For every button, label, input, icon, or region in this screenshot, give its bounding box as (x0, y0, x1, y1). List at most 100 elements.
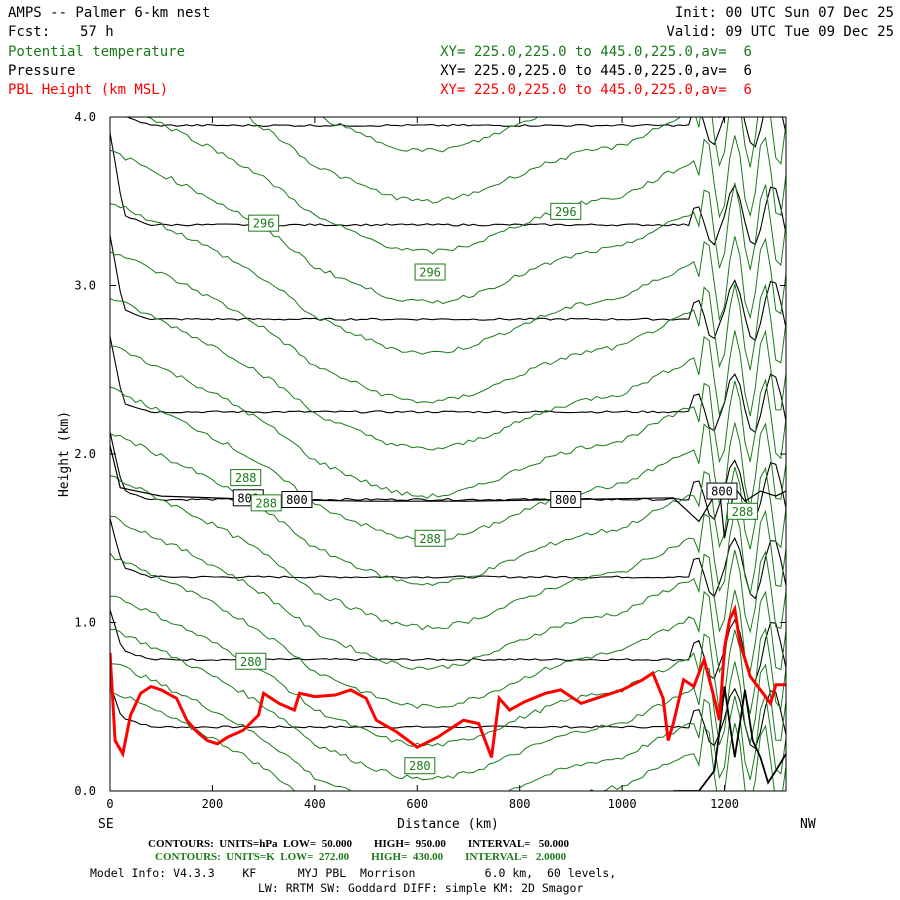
pressure-label-text: 800 (286, 493, 308, 507)
isobar-line (110, 684, 786, 750)
isobar-line (110, 609, 786, 682)
theta-label: 280 (404, 757, 436, 775)
theta-label-box (414, 263, 446, 281)
pressure-label: 800 (550, 490, 582, 508)
title: AMPS -- Palmer 6-km nest (8, 5, 211, 21)
init-time: Init: 00 UTC Sun 07 Dec 25 (674, 5, 894, 21)
field-pressure-name: Pressure (8, 63, 76, 79)
model-info-line-2: LW: RRTM SW: Goddard DIFF: simple KM: 2D… (258, 881, 584, 895)
theta-contour-line (110, 251, 786, 404)
x-tick-label: 0 (106, 797, 113, 811)
theta-contour-line (110, 386, 786, 542)
theta-contour-line (110, 515, 786, 671)
theta-label-text: 280 (409, 759, 431, 773)
x-tick-label: 1200 (710, 797, 739, 811)
contour-lines (110, 117, 786, 791)
theta-label-box (414, 529, 446, 547)
fcst-value: 57 h (80, 24, 114, 40)
isobar-line (125, 117, 786, 148)
field-pbl-name: PBL Height (km MSL) (8, 82, 169, 98)
pbl-height-line (110, 604, 786, 759)
field-theta-name: Potential temperature (8, 44, 186, 60)
x-tick-label: 1000 (608, 797, 637, 811)
isobar-800-line (110, 445, 786, 539)
pressure-contours-info: CONTOURS: UNITS=hPa LOW= 50.000 HIGH= 95… (148, 838, 569, 850)
theta-label-box (250, 494, 282, 512)
field-pressure-xy: XY= 225.0,225.0 to 445.0,225.0,av= 6 (440, 63, 752, 79)
theta-contour-line (110, 203, 786, 355)
x-tick-label: 200 (202, 797, 224, 811)
theta-label-box (550, 202, 582, 220)
theta-contour-line (110, 433, 786, 587)
theta-label-box (230, 469, 262, 487)
theta-contour-line (110, 663, 786, 791)
y-tick-label: 1.0 (74, 616, 96, 630)
nw-end-label: NW (800, 817, 816, 832)
theta-contour-line (110, 149, 786, 305)
theta-contour-line (110, 628, 786, 781)
pressure-label-box (550, 490, 582, 508)
valid-time: Valid: 09 UTC Tue 09 Dec 25 (666, 24, 894, 40)
y-tick-label: 0.0 (74, 784, 96, 798)
pressure-label-text: 800 (711, 485, 733, 499)
theta-contour-line (110, 475, 786, 631)
theta-label-box (726, 502, 758, 520)
x-axis-label: Distance (km) (397, 817, 499, 832)
field-theta-xy: XY= 225.0,225.0 to 445.0,225.0,av= 6 (440, 44, 752, 60)
pressure-label: 800 (706, 482, 738, 500)
pressure-label: 800 (281, 490, 313, 508)
theta-label-box (248, 214, 280, 232)
theta-label-text: 296 (253, 217, 275, 231)
y-tick-label: 2.0 (74, 447, 96, 461)
pressure-label-box (281, 490, 313, 508)
theta-label-text: 296 (419, 266, 441, 280)
isobar-line (110, 235, 786, 342)
theta-label-text: 288 (255, 496, 277, 510)
theta-label: 288 (250, 494, 282, 512)
axes: 0 200 400 600 800 1000 1200 0.0 1.0 2.0 3.0 4.0 Dist… (57, 110, 816, 832)
theta-contour-line (110, 297, 786, 451)
theta-label: 280 (235, 652, 267, 670)
se-end-label: SE (98, 817, 114, 832)
theta-label: 296 (248, 214, 280, 232)
x-tick-label: 400 (304, 797, 326, 811)
isobar-line (110, 132, 786, 246)
x-tick-label: 800 (509, 797, 531, 811)
model-info-line-1: Model Info: V4.3.3 KF MYJ PBL Morrison 6… (90, 866, 617, 880)
theta-label-box (235, 652, 267, 670)
isobar-line (110, 431, 786, 521)
theta-contour-line (110, 595, 786, 748)
pressure-label-text: 800 (555, 493, 577, 507)
theta-contour-line (145, 117, 786, 255)
theta-label: 288 (230, 469, 262, 487)
x-tick-label: 600 (406, 797, 428, 811)
fcst-label: Fcst: (8, 24, 51, 40)
y-axis-label: Height (km) (57, 411, 72, 497)
data-series (110, 445, 786, 791)
field-pbl-xy: XY= 225.0,225.0 to 445.0,225.0,av= 6 (440, 82, 752, 98)
theta-contours-info: CONTOURS: UNITS=K LOW= 272.00 HIGH= 430.… (155, 851, 567, 863)
theta-label-text: 288 (732, 505, 754, 519)
theta-label-text: 296 (555, 205, 577, 219)
theta-label: 288 (414, 529, 446, 547)
pressure-label-box (706, 482, 738, 500)
isobar-line (110, 518, 786, 600)
theta-contour-line (110, 345, 786, 499)
theta-label: 296 (550, 202, 582, 220)
theta-label: 296 (414, 263, 446, 281)
theta-contour-line (110, 552, 786, 709)
theta-contour-line (110, 691, 786, 791)
theta-label-text: 288 (235, 471, 257, 485)
y-tick-label: 3.0 (74, 279, 96, 293)
terrain-line (673, 686, 786, 791)
theta-label-text: 288 (419, 532, 441, 546)
theta-contour-line (321, 117, 721, 153)
theta-label: 288 (726, 502, 758, 520)
isobar-line (110, 336, 786, 434)
theta-contour-line (248, 117, 786, 204)
y-tick-label: 4.0 (74, 110, 96, 124)
theta-label-text: 280 (240, 655, 262, 669)
theta-label-box (404, 757, 436, 775)
